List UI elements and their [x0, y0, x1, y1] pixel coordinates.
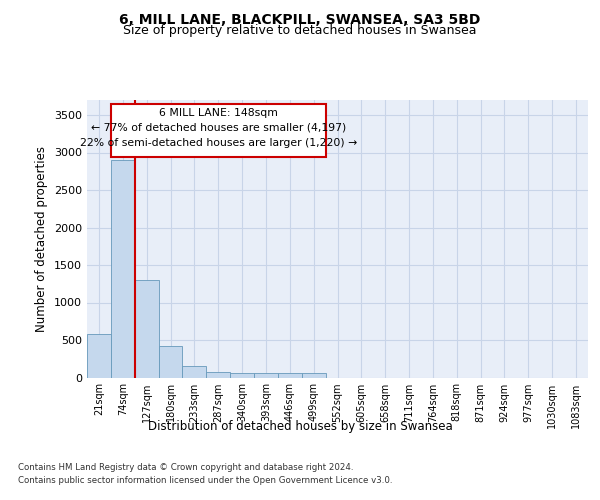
Text: Distribution of detached houses by size in Swansea: Distribution of detached houses by size … [148, 420, 452, 433]
Text: 6 MILL LANE: 148sqm: 6 MILL LANE: 148sqm [159, 108, 278, 118]
Text: Size of property relative to detached houses in Swansea: Size of property relative to detached ho… [123, 24, 477, 37]
Text: 6, MILL LANE, BLACKPILL, SWANSEA, SA3 5BD: 6, MILL LANE, BLACKPILL, SWANSEA, SA3 5B… [119, 12, 481, 26]
Bar [135, 280, 158, 378]
Text: Contains public sector information licensed under the Open Government Licence v3: Contains public sector information licen… [18, 476, 392, 485]
Bar [254, 374, 278, 378]
Bar [230, 374, 254, 378]
Bar [87, 334, 111, 378]
Text: 22% of semi-detached houses are larger (1,220) →: 22% of semi-detached houses are larger (… [80, 138, 357, 148]
Bar [278, 374, 302, 378]
Bar [111, 160, 135, 378]
Bar [206, 372, 230, 378]
Bar [182, 366, 206, 378]
Y-axis label: Number of detached properties: Number of detached properties [35, 146, 49, 332]
Bar [158, 346, 182, 378]
Text: ← 77% of detached houses are smaller (4,197): ← 77% of detached houses are smaller (4,… [91, 123, 346, 133]
Text: Contains HM Land Registry data © Crown copyright and database right 2024.: Contains HM Land Registry data © Crown c… [18, 462, 353, 471]
Bar [302, 374, 326, 378]
